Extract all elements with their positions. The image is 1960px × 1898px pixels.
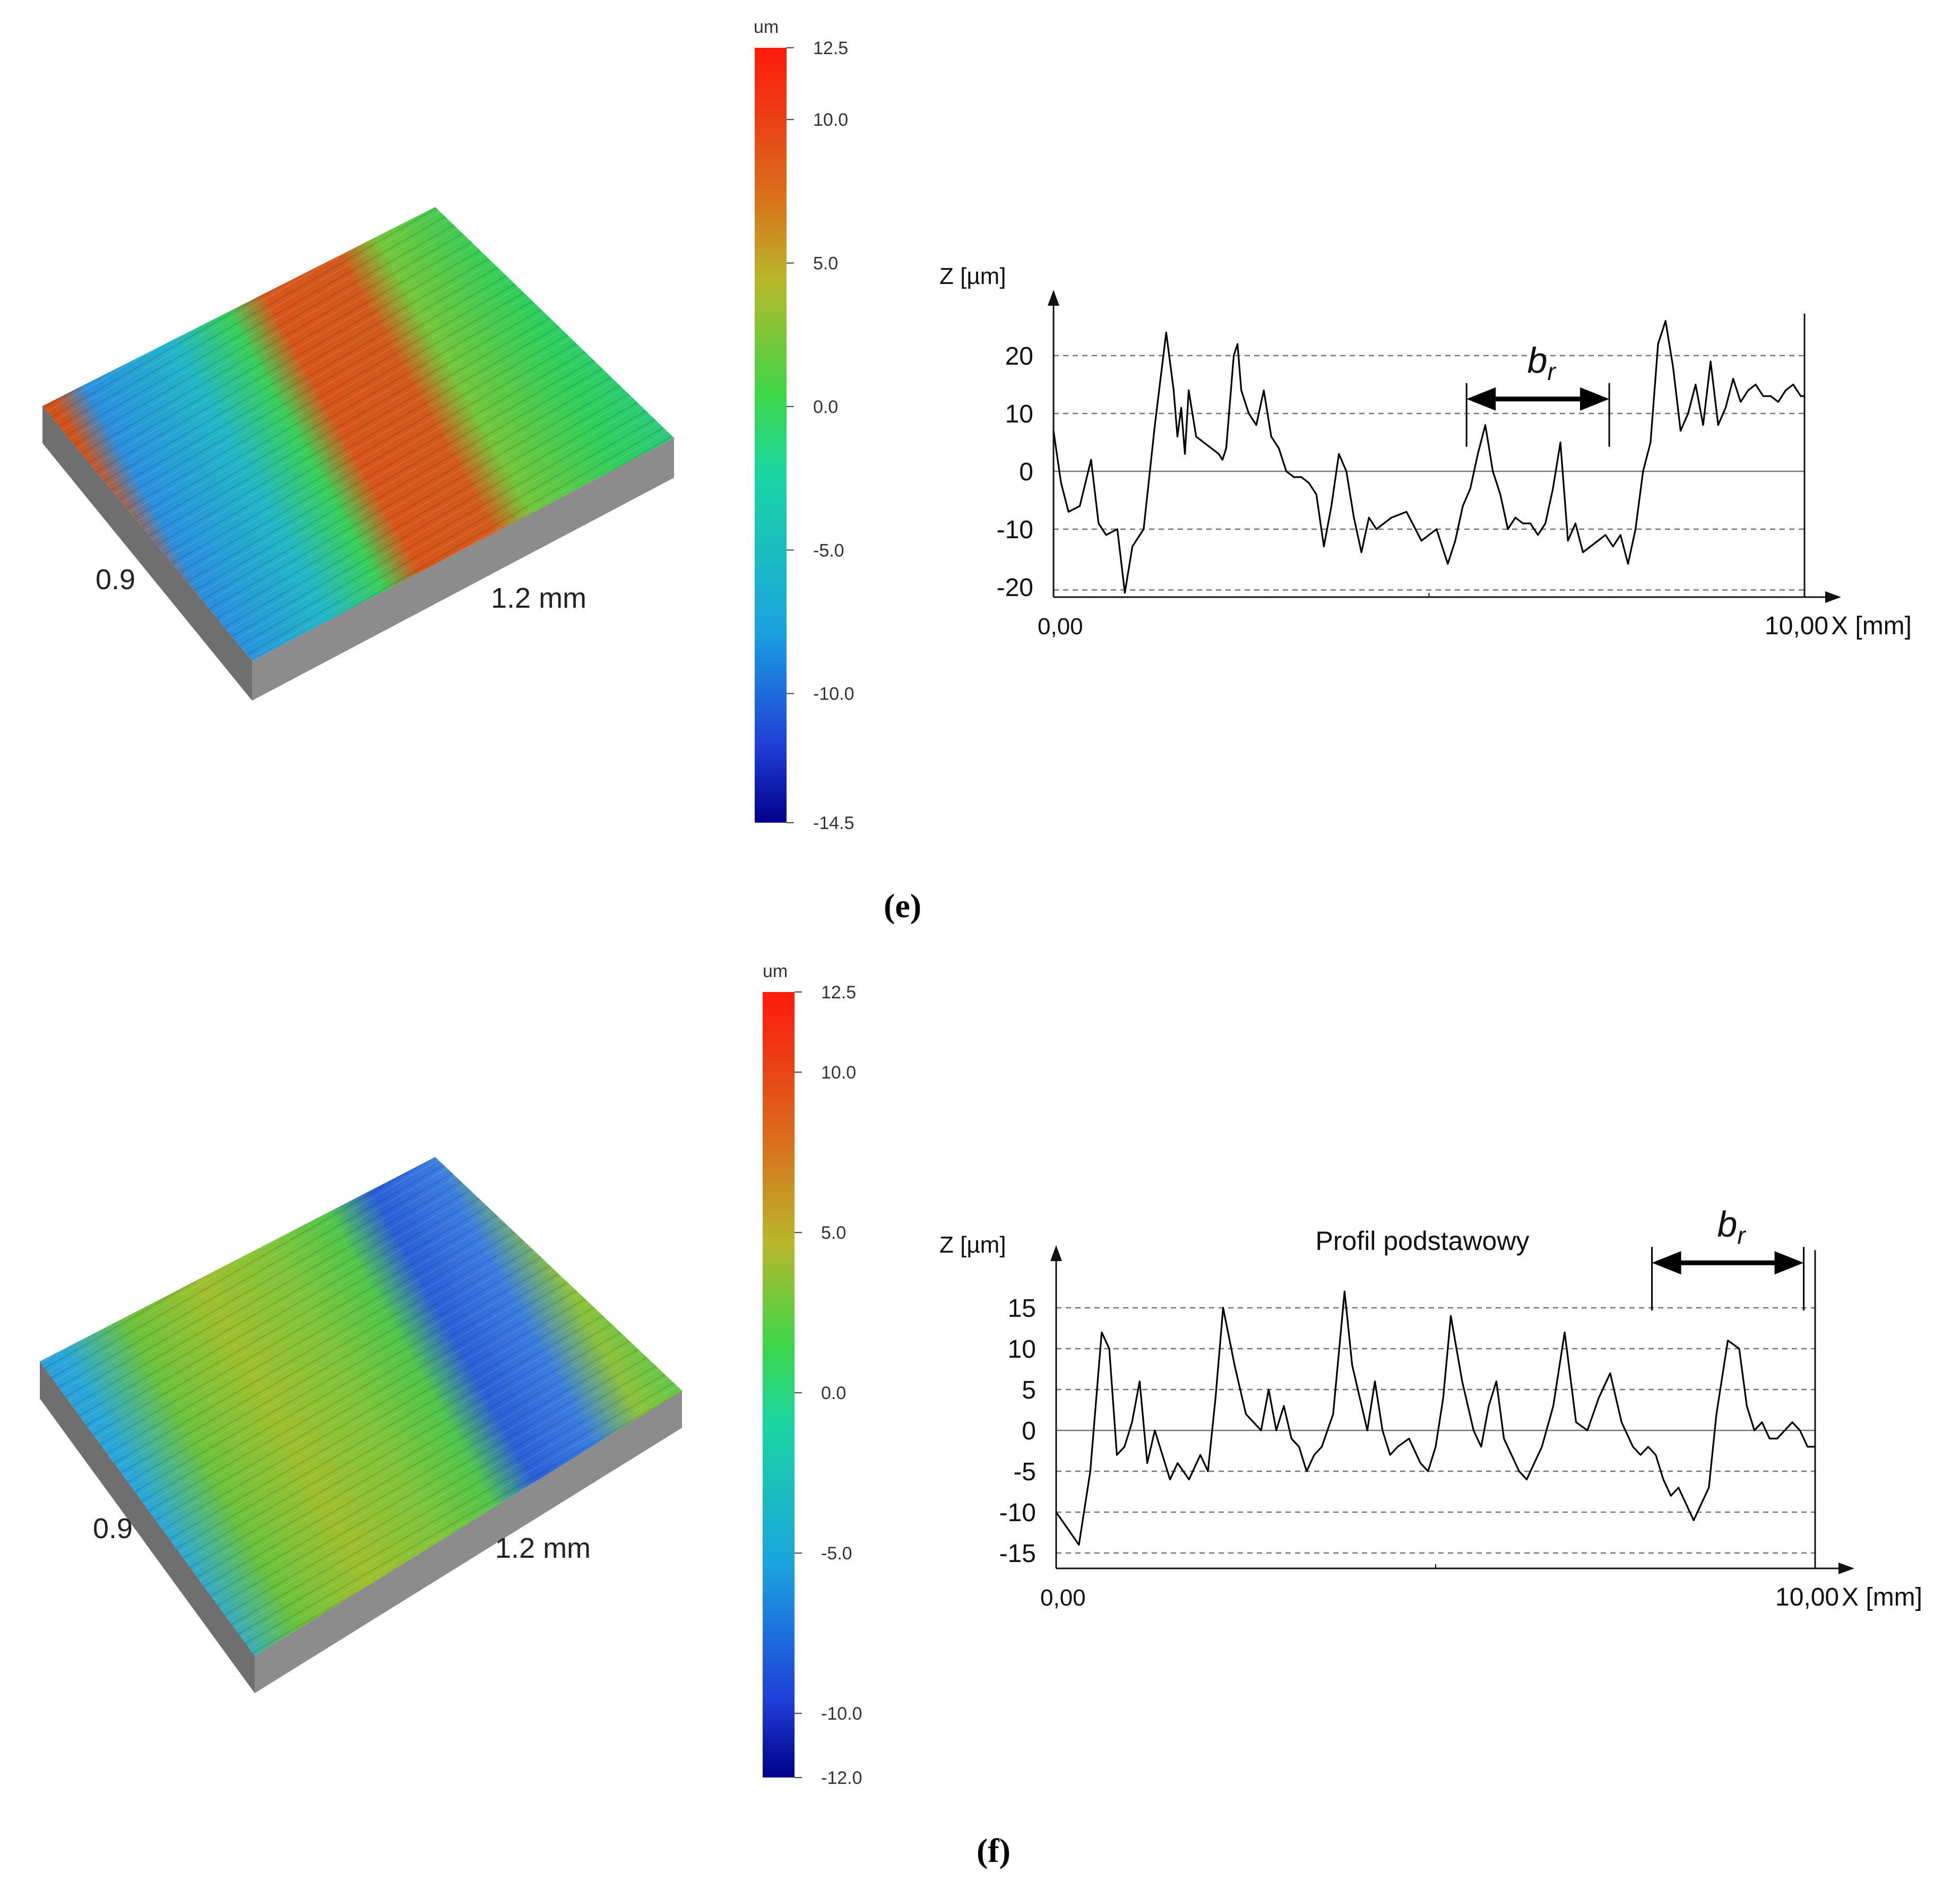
- y-tick-label: -5: [1013, 1458, 1036, 1486]
- y-axis-label: Z [µm]: [939, 1232, 1006, 1258]
- panel-f: 0.9 1.2 mm um 12.5 10.0 5.0 0.0 -5.0 -10.0 -12…: [0, 947, 1960, 1895]
- colorbar-tick-label: -10.0: [813, 684, 854, 704]
- y-tick-label: 10: [1008, 1335, 1036, 1364]
- y-axis-arrow: [1048, 290, 1059, 306]
- colorbar-f-unit: um: [763, 961, 788, 981]
- surface-e-texture: [42, 207, 674, 661]
- y-axis-label: Z [µm]: [939, 263, 1006, 289]
- y-axis-arrow: [1050, 1245, 1062, 1261]
- x-end-label: 10,00: [1775, 1583, 1839, 1611]
- chart-title: Profil podstawowy: [1316, 1226, 1530, 1256]
- panel-f-graphics: 0.9 1.2 mm um 12.5 10.0 5.0 0.0 -5.0 -10.0 -12…: [40, 961, 1922, 1788]
- surface-f-width-label: 1.2 mm: [495, 1532, 591, 1564]
- colorbar-tick-label: 10.0: [813, 110, 848, 130]
- panel-e: 0.9 1.2 mm um 12.5 10.0 5.0 0.0 -5.0 -10.0 -14…: [0, 0, 1960, 947]
- profile-series-line: [1052, 320, 1804, 594]
- br-arrow-head-left: [1652, 1251, 1681, 1275]
- colorbar-tick-label: -5.0: [821, 1543, 852, 1564]
- y-tick-label: -10: [999, 1499, 1036, 1527]
- br-label: br: [1527, 340, 1557, 385]
- x-axis-arrow: [1825, 591, 1841, 603]
- surface-f-texture: [40, 1157, 682, 1656]
- y-tick-label: 0: [1019, 458, 1033, 486]
- surface-f-side-left: [40, 1361, 255, 1693]
- br-arrow-head-right: [1774, 1251, 1804, 1275]
- x-start-label: 0,00: [1040, 1585, 1086, 1611]
- profile-chart-f: 15 10 5 0 -5 -10 -15 Z [µm] 0,00 10,00 X [mm] Profi…: [939, 1204, 1922, 1611]
- surface-e-width-label: 1.2 mm: [491, 582, 586, 614]
- colorbar-tick-label: 10.0: [821, 1063, 856, 1083]
- br-label: br: [1717, 1204, 1747, 1249]
- br-label-subscript: r: [1548, 358, 1557, 385]
- colorbar-e-unit: um: [754, 17, 779, 37]
- surface-e-depth-label: 0.9: [96, 564, 135, 596]
- surface-f-side-front: [255, 1391, 682, 1693]
- colorbar-f: [763, 992, 795, 1778]
- colorbar-tick-label: -14.5: [813, 813, 854, 833]
- x-axis-label: X [mm]: [1831, 612, 1912, 640]
- br-arrow-head-right: [1580, 387, 1610, 411]
- surface-e-side-left: [42, 406, 252, 701]
- y-tick-label: -10: [997, 516, 1033, 544]
- colorbar-tick-label: -10.0: [821, 1704, 862, 1724]
- colorbar-tick-label: 5.0: [813, 254, 838, 274]
- colorbar-f-ticks: 12.5 10.0 5.0 0.0 -5.0 -10.0 -12.0: [795, 982, 862, 1788]
- panel-e-caption: (e): [884, 887, 922, 925]
- x-start-label: 0,00: [1038, 614, 1083, 640]
- surface-plot-f: [40, 1157, 682, 1693]
- colorbar-tick-label: 0.0: [813, 397, 838, 417]
- y-tick-label: 10: [1005, 400, 1033, 428]
- surface-f-depth-label: 0.9: [93, 1513, 133, 1545]
- colorbar-tick-label: -5.0: [813, 540, 844, 560]
- panel-e-graphics: 0.9 1.2 mm um 12.5 10.0 5.0 0.0 -5.0 -10.0 -14…: [42, 17, 1912, 833]
- x-axis-arrow: [1838, 1563, 1854, 1574]
- colorbar-tick-label: 0.0: [821, 1383, 846, 1403]
- surface-e-side-front: [252, 438, 674, 701]
- colorbar-tick-label: 12.5: [821, 982, 856, 1003]
- y-tick-label: 15: [1008, 1295, 1036, 1323]
- y-tick-label: 20: [1005, 342, 1033, 370]
- x-end-label: 10,00: [1765, 612, 1828, 640]
- profile-chart-e: 20 10 0 -10 -20 Z [µm] 0,00 10,00 X [mm] br: [939, 263, 1912, 640]
- colorbar-tick-label: -12.0: [821, 1768, 862, 1788]
- y-tick-label: 5: [1022, 1376, 1036, 1404]
- y-tick-label: -20: [997, 574, 1033, 602]
- br-label-subscript: r: [1737, 1221, 1746, 1249]
- y-tick-label: 0: [1022, 1417, 1036, 1445]
- x-axis-label: X [mm]: [1842, 1583, 1922, 1611]
- colorbar-tick-label: 12.5: [813, 38, 848, 58]
- br-arrow-head-left: [1466, 387, 1496, 411]
- colorbar-e-ticks: 12.5 10.0 5.0 0.0 -5.0 -10.0 -14.5: [787, 38, 854, 833]
- panel-f-caption: (f): [977, 1832, 1011, 1869]
- profile-series-line: [1055, 1290, 1815, 1546]
- colorbar-e: [755, 48, 787, 823]
- colorbar-tick-label: 5.0: [821, 1223, 846, 1243]
- surface-plot-e: [42, 207, 674, 701]
- y-tick-label: -15: [999, 1540, 1036, 1568]
